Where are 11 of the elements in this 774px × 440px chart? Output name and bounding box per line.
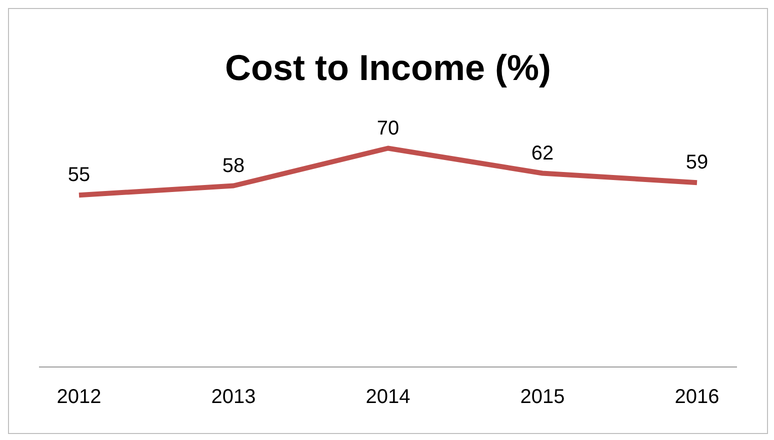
- x-tick-label: 2014: [366, 386, 410, 408]
- x-tick-label: 2013: [211, 386, 256, 408]
- x-tick-label: 2016: [674, 386, 720, 408]
- x-tick-label: 2012: [56, 386, 102, 408]
- data-label: 59: [686, 152, 708, 174]
- data-label: 70: [376, 117, 400, 140]
- data-label: 58: [222, 154, 245, 177]
- x-tick-label: 2015: [520, 386, 565, 408]
- data-label: 62: [531, 142, 554, 164]
- data-label: 55: [68, 164, 90, 186]
- chart-title: Cost to Income (%): [224, 47, 552, 90]
